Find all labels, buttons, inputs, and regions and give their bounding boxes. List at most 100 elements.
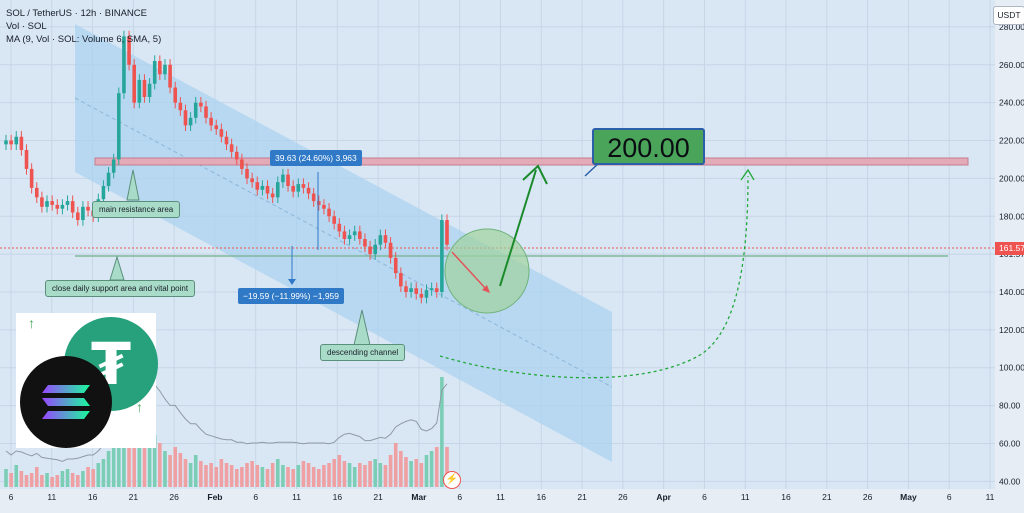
price-tick-label: 120.00 — [999, 325, 1024, 335]
candle-body — [4, 140, 8, 145]
volume-bar — [363, 465, 367, 487]
legend-ma-part1: MA (9, Vol · SOL: Volume — [6, 34, 114, 45]
price-tick-label: 60.00 — [999, 438, 1021, 448]
candle-body — [429, 288, 434, 291]
candle-body — [296, 184, 301, 192]
candle-body — [209, 117, 213, 126]
time-tick-label: 26 — [169, 492, 179, 502]
candle-body — [137, 79, 142, 103]
volume-bar — [209, 463, 213, 487]
volume-bar — [240, 467, 244, 487]
volume-bar — [188, 463, 193, 487]
volume-bar — [178, 453, 183, 487]
volume-bar — [96, 463, 101, 487]
volume-bar — [424, 455, 429, 487]
volume-bar — [327, 463, 331, 487]
currency-badge[interactable]: USDT — [993, 6, 1024, 25]
candle-body — [75, 212, 80, 221]
measure-down-label[interactable]: −19.59 (−11.99%) −1,959 — [238, 288, 345, 304]
volume-bar — [9, 473, 13, 487]
descending-channel — [75, 24, 612, 462]
volume-bar — [101, 459, 106, 487]
candle-body — [332, 216, 336, 224]
volume-bar — [306, 463, 311, 487]
candle-body — [19, 136, 24, 150]
candle-body — [234, 151, 239, 160]
volume-bar — [383, 465, 388, 487]
candle-body — [378, 235, 383, 245]
green-arrowhead — [522, 164, 548, 185]
volume-bar — [142, 439, 147, 487]
time-tick-label: 11 — [47, 492, 56, 502]
volume-bar — [229, 465, 234, 487]
candle-body — [388, 242, 393, 258]
target-price-label[interactable]: 200.00 — [592, 128, 705, 165]
lightning-icon[interactable]: ⚡ — [443, 471, 461, 489]
candle-body — [24, 149, 29, 169]
time-tick-label: 16 — [88, 492, 98, 502]
focus-circle — [444, 228, 530, 314]
volume-bar — [317, 469, 321, 487]
volume-bar — [158, 443, 162, 487]
candle-body — [322, 204, 326, 209]
candle-body — [14, 136, 19, 145]
candle-body — [173, 87, 178, 103]
candle-body — [106, 172, 111, 186]
candle-body — [281, 174, 285, 183]
price-tick-label: 240.00 — [999, 98, 1024, 108]
candle-body — [132, 64, 136, 103]
candle-body — [424, 290, 429, 298]
volume-bar — [347, 463, 352, 487]
time-tick-label: 21 — [577, 492, 587, 502]
time-tick-label: 6 — [947, 492, 952, 502]
time-tick-label: Mar — [411, 492, 427, 502]
candle-body — [219, 129, 224, 137]
candle-body — [183, 110, 188, 126]
volume-bar — [50, 477, 54, 487]
time-tick-label: 11 — [496, 492, 505, 502]
time-tick-label: 16 — [537, 492, 547, 502]
candle-body — [317, 201, 321, 205]
candle-body — [404, 286, 408, 292]
candle-body — [409, 288, 413, 292]
logo-card: ↑ ↑ ₮ — [16, 313, 158, 448]
volume-bar — [409, 461, 413, 487]
time-tick-label: 16 — [781, 492, 791, 502]
candle-body — [65, 201, 70, 205]
volume-bar — [204, 465, 208, 487]
channel-callout[interactable]: descending channel — [320, 344, 406, 361]
candle-body — [142, 79, 147, 97]
candle-body — [399, 273, 403, 287]
solana-bars — [42, 385, 90, 419]
chart-legend: SOL / TetherUS · 12h · BINANCE Vol · SOL… — [6, 7, 161, 46]
candle-body — [250, 178, 254, 183]
measure-up-label[interactable]: 39.63 (24.60%) 3,963 — [270, 150, 362, 166]
candle-body — [393, 257, 398, 274]
candle-body — [188, 117, 193, 126]
time-tick-label: 6 — [9, 492, 14, 502]
candle-body — [342, 231, 347, 239]
red-down-arrow — [451, 251, 487, 290]
support-callout[interactable]: close daily support area and vital point — [45, 280, 196, 297]
volume-bar — [147, 447, 152, 487]
volume-bar — [440, 377, 444, 487]
volume-bar — [234, 469, 239, 487]
candle-body — [275, 182, 280, 198]
candle-body — [311, 193, 316, 202]
candle-body — [245, 168, 249, 179]
volume-bar — [224, 463, 229, 487]
legend-ma[interactable]: MA (9, Vol · SOL: Volume 6, SMA, 5) — [6, 33, 161, 46]
volume-bar — [286, 467, 290, 487]
time-tick-label: May — [900, 492, 917, 502]
volume-bar — [14, 465, 19, 487]
resistance-callout[interactable]: main resistance area — [92, 201, 181, 218]
legend-symbol[interactable]: SOL / TetherUS · 12h · BINANCE — [6, 8, 147, 19]
projection-arrowhead — [740, 168, 755, 181]
price-tick-label: 220.00 — [999, 136, 1024, 146]
legend-volume[interactable]: Vol · SOL — [6, 21, 47, 32]
candle-body — [445, 220, 449, 245]
candle-body — [29, 168, 34, 188]
candle-body — [9, 140, 13, 145]
